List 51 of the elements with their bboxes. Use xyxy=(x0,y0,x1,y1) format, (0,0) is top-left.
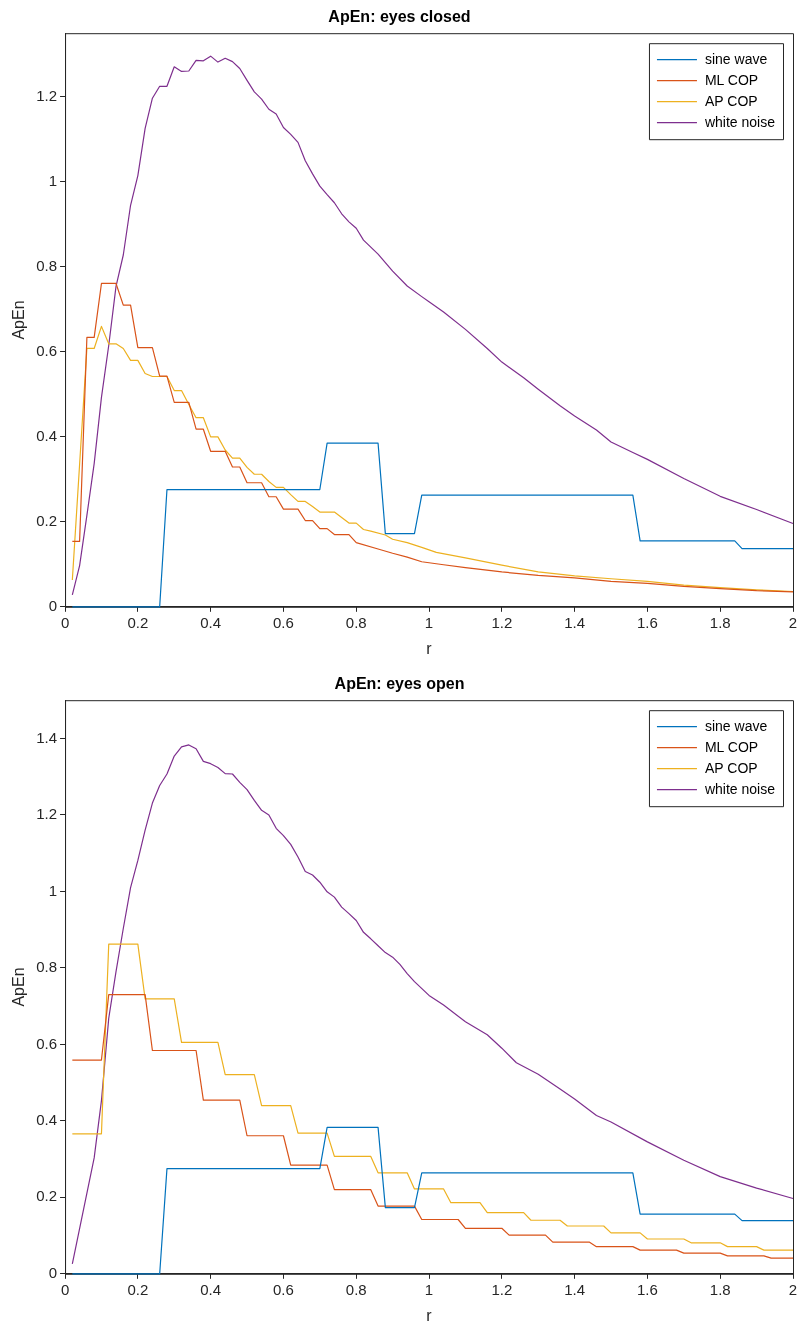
x-tick-label: 2 xyxy=(788,613,798,631)
y-tick-label: 0.2 xyxy=(36,511,58,529)
y-tick-label: 1.2 xyxy=(36,805,58,823)
legend-label: white noise xyxy=(703,113,776,130)
legend-label: ML COP xyxy=(704,71,759,88)
x-tick-label: 1.4 xyxy=(564,1280,586,1298)
x-tick-label: 0.6 xyxy=(273,1280,294,1298)
x-tick-label: 0 xyxy=(60,613,70,631)
legend-label: AP COP xyxy=(704,92,758,109)
x-tick-label: 1.6 xyxy=(636,613,658,631)
legend-label: ML COP xyxy=(704,738,759,755)
y-tick-label: 0.4 xyxy=(36,426,58,444)
x-tick-label: 1.6 xyxy=(636,1280,658,1298)
y-tick-label: 0.8 xyxy=(36,958,58,976)
y-tick-label: 0.8 xyxy=(36,257,58,275)
y-tick-label: 1.4 xyxy=(36,728,58,746)
y-tick-label: 0.2 xyxy=(36,1187,58,1205)
y-axis-title: ApEn xyxy=(10,967,28,1007)
legend-label: sine wave xyxy=(704,50,768,67)
x-tick-label: 0.8 xyxy=(345,613,367,631)
x-tick-label: 1 xyxy=(424,1280,434,1298)
x-axis-title: r xyxy=(426,639,433,657)
x-axis-title: r xyxy=(426,1306,433,1324)
y-tick-label: 0.6 xyxy=(36,342,58,360)
x-tick-label: 0.2 xyxy=(127,613,149,631)
x-tick-label: 0.2 xyxy=(127,1280,149,1298)
y-tick-label: 0 xyxy=(48,596,58,614)
x-tick-label: 1.2 xyxy=(491,1280,513,1298)
x-tick-label: 0 xyxy=(60,1280,70,1298)
x-tick-label: 2 xyxy=(788,1280,798,1298)
x-tick-label: 0.4 xyxy=(200,613,222,631)
x-tick-label: 1.4 xyxy=(564,613,586,631)
x-tick-label: 0.6 xyxy=(273,613,294,631)
y-tick-label: 0.4 xyxy=(36,1110,58,1128)
y-tick-label: 0 xyxy=(48,1263,58,1281)
x-tick-label: 0.4 xyxy=(200,1280,222,1298)
x-tick-label: 1.8 xyxy=(709,613,731,631)
legend-label: white noise xyxy=(703,780,776,797)
y-tick-label: 0.6 xyxy=(36,1034,58,1052)
legend-label: AP COP xyxy=(704,759,758,776)
x-tick-label: 1.2 xyxy=(491,613,513,631)
x-tick-label: 0.8 xyxy=(345,1280,367,1298)
x-tick-label: 1.8 xyxy=(709,1280,731,1298)
y-axis-title: ApEn xyxy=(10,300,28,340)
chart-title: ApEn: eyes open xyxy=(334,675,465,693)
x-tick-label: 1 xyxy=(424,613,434,631)
legend-label: sine wave xyxy=(704,717,768,734)
y-tick-label: 1 xyxy=(48,881,58,899)
chart-title: ApEn: eyes closed xyxy=(328,8,471,26)
y-tick-label: 1.2 xyxy=(36,87,58,105)
y-tick-label: 1 xyxy=(48,172,58,190)
